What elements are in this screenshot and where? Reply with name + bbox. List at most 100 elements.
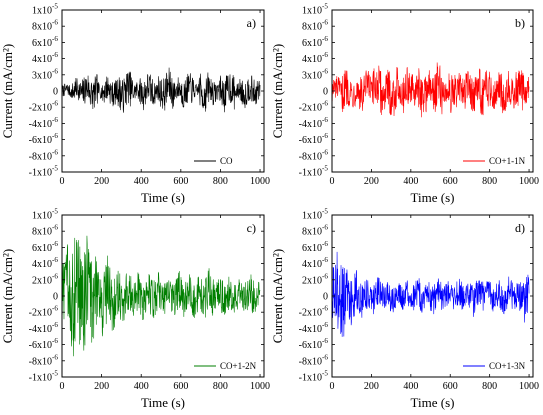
- y-tick-label: 0: [323, 292, 328, 303]
- y-tick-label: -1x10: [299, 373, 322, 384]
- y-tick-label: 8x10: [32, 227, 52, 238]
- x-tick-label: 600: [173, 176, 188, 187]
- y-tick-exponent: -6: [322, 305, 328, 313]
- y-tick-exponent: -6: [52, 19, 58, 27]
- x-tick-label: 200: [94, 381, 109, 392]
- y-axis-title: Current (mA/cm²): [270, 249, 285, 344]
- x-tick-label: 1000: [519, 176, 539, 187]
- y-tick-exponent: -6: [52, 224, 58, 232]
- y-tick-label: -8x10: [299, 151, 322, 162]
- series-line-CO: [61, 67, 261, 113]
- x-axis-title: Time (s): [141, 395, 185, 410]
- y-tick-label: 8x10: [32, 22, 52, 33]
- y-tick-label: 4x10: [32, 54, 52, 65]
- y-tick-label: 1x10: [32, 6, 52, 17]
- y-tick-exponent: -6: [52, 100, 58, 108]
- y-tick-exponent: -6: [322, 148, 328, 156]
- y-tick-exponent: -6: [322, 67, 328, 75]
- y-tick-label: -2x10: [29, 103, 52, 114]
- x-tick-label: 800: [482, 381, 497, 392]
- y-tick-exponent: -5: [322, 165, 328, 173]
- y-tick-exponent: -6: [322, 35, 328, 43]
- legend-label: CO+1-1N: [489, 156, 526, 166]
- y-tick-label: -1x10: [29, 168, 52, 179]
- y-tick-exponent: -6: [52, 353, 58, 361]
- panel-label: b): [515, 16, 525, 30]
- y-tick-exponent: -6: [322, 256, 328, 264]
- y-tick-label: -2x10: [29, 308, 52, 319]
- y-tick-exponent: -6: [322, 51, 328, 59]
- y-tick-label: -2x10: [299, 103, 322, 114]
- series-line-CO+1-3N: [331, 251, 530, 337]
- x-tick-label: 600: [173, 381, 188, 392]
- y-tick-exponent: -6: [52, 116, 58, 124]
- y-tick-label: -6x10: [29, 135, 52, 146]
- x-tick-label: 0: [330, 176, 335, 187]
- y-tick-exponent: -5: [52, 208, 58, 216]
- y-tick-exponent: -6: [52, 148, 58, 156]
- y-tick-label: -1x10: [29, 373, 52, 384]
- y-tick-label: 8x10: [302, 22, 322, 33]
- y-tick-label: -6x10: [299, 340, 322, 351]
- y-tick-exponent: -5: [52, 165, 58, 173]
- y-tick-label: 4x10: [302, 259, 322, 270]
- x-tick-label: 800: [213, 176, 228, 187]
- x-tick-label: 800: [482, 176, 497, 187]
- y-tick-exponent: -5: [52, 3, 58, 11]
- x-tick-label: 1000: [250, 381, 270, 392]
- x-tick-label: 800: [213, 381, 228, 392]
- y-tick-label: 6x10: [302, 243, 322, 254]
- legend-label: CO: [220, 156, 233, 166]
- y-tick-label: -4x10: [299, 119, 322, 130]
- y-tick-label: -2x10: [299, 308, 322, 319]
- y-tick-label: -8x10: [29, 151, 52, 162]
- y-tick-exponent: -6: [322, 224, 328, 232]
- y-tick-exponent: -5: [322, 370, 328, 378]
- x-axis-title: Time (s): [141, 190, 185, 205]
- y-tick-exponent: -6: [322, 19, 328, 27]
- y-tick-label: 4x10: [32, 259, 52, 270]
- y-tick-exponent: -5: [322, 208, 328, 216]
- y-axis-title: Current (mA/cm²): [0, 249, 15, 344]
- x-tick-label: 600: [443, 176, 458, 187]
- y-tick-exponent: -6: [322, 240, 328, 248]
- y-tick-label: -8x10: [299, 356, 322, 367]
- legend-label: CO+1-3N: [489, 361, 526, 371]
- y-tick-label: -6x10: [299, 135, 322, 146]
- series-line-CO+1-1N: [331, 62, 530, 118]
- y-tick-label: 6x10: [32, 243, 52, 254]
- x-axis-title: Time (s): [411, 190, 455, 205]
- x-tick-label: 400: [134, 381, 149, 392]
- y-tick-label: -4x10: [299, 324, 322, 335]
- y-tick-exponent: -6: [52, 272, 58, 280]
- x-tick-label: 1000: [250, 176, 270, 187]
- x-tick-label: 0: [330, 381, 335, 392]
- x-tick-label: 200: [94, 176, 109, 187]
- y-tick-exponent: -6: [322, 116, 328, 124]
- y-tick-label: 8x10: [302, 227, 322, 238]
- y-tick-exponent: -6: [52, 337, 58, 345]
- y-tick-exponent: -6: [52, 51, 58, 59]
- y-tick-label: 1x10: [32, 211, 52, 222]
- y-tick-label: -6x10: [29, 340, 52, 351]
- x-axis-title: Time (s): [411, 395, 455, 410]
- series-line-CO+1-2N: [61, 235, 261, 357]
- x-tick-label: 400: [134, 176, 149, 187]
- y-tick-exponent: -6: [322, 353, 328, 361]
- y-tick-exponent: -6: [322, 132, 328, 140]
- panel-label: c): [247, 221, 256, 235]
- y-tick-label: 1x10: [302, 6, 322, 17]
- y-axis-title: Current (mA/cm²): [270, 44, 285, 139]
- x-tick-label: 400: [403, 176, 418, 187]
- y-tick-exponent: -6: [322, 100, 328, 108]
- y-tick-label: -8x10: [29, 356, 52, 367]
- y-tick-label: 0: [323, 87, 328, 98]
- x-tick-label: 0: [60, 176, 65, 187]
- y-tick-label: 6x10: [32, 38, 52, 49]
- y-tick-label: 0: [53, 87, 58, 98]
- y-tick-exponent: -5: [322, 3, 328, 11]
- y-tick-label: 6x10: [302, 38, 322, 49]
